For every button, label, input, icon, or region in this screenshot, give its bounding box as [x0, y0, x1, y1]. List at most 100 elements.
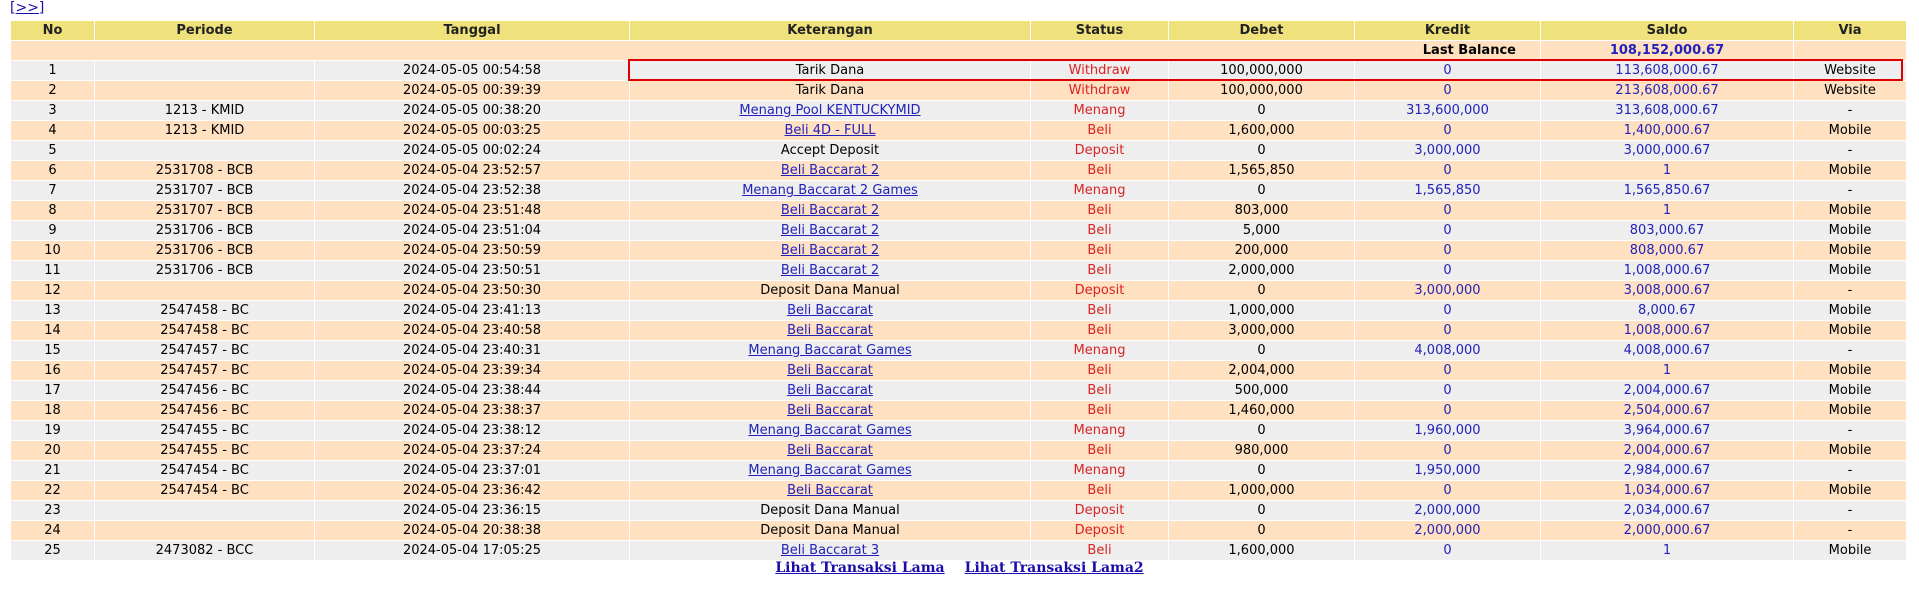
saldo-cell: 1,034,000.67 [1540, 480, 1794, 501]
saldo-cell: 1 [1540, 540, 1794, 561]
tanggal-cell: 2024-05-04 20:38:38 [314, 520, 630, 541]
saldo-cell: 313,608,000.67 [1540, 100, 1794, 121]
saldo-cell: 808,000.67 [1540, 240, 1794, 261]
kredit-cell: 0 [1354, 60, 1541, 81]
periode-cell: 2531706 - BCB [94, 260, 315, 281]
table-row: 9 2531706 - BCB 2024-05-04 23:51:04 Beli Ba… [10, 220, 1907, 241]
table-body: Last Balance 108,152,000.67 1 2024-05-05 … [10, 40, 1907, 561]
keterangan-link[interactable]: Menang Pool KENTUCKYMID [739, 103, 921, 118]
debet-cell: 500,000 [1168, 380, 1355, 401]
kredit-cell: 0 [1354, 300, 1541, 321]
periode-cell [94, 140, 315, 161]
via-cell: Mobile [1793, 440, 1907, 461]
table-row: 10 2531706 - BCB 2024-05-04 23:50:59 Beli B… [10, 240, 1907, 261]
table-row: 12 2024-05-04 23:50:30 Deposit Dana Manual… [10, 280, 1907, 301]
periode-cell: 2547458 - BC [94, 320, 315, 341]
via-cell: Mobile [1793, 300, 1907, 321]
footer: Lihat Transaksi Lama Lihat Transaksi Lama… [0, 560, 1919, 576]
tanggal-cell: 2024-05-04 23:37:01 [314, 460, 630, 481]
tanggal-cell: 2024-05-04 23:40:58 [314, 320, 630, 341]
keterangan-cell: Menang Baccarat Games [629, 460, 1031, 481]
table-row: 19 2547455 - BC 2024-05-04 23:38:12 Menang … [10, 420, 1907, 441]
keterangan-link[interactable]: Beli Baccarat [787, 383, 873, 398]
no-cell: 9 [10, 220, 95, 241]
kredit-cell: 3,000,000 [1354, 140, 1541, 161]
keterangan-link[interactable]: Beli Baccarat 2 [780, 243, 880, 258]
keterangan-cell: Menang Baccarat Games [629, 340, 1031, 361]
no-cell: 8 [10, 200, 95, 221]
table-row: 17 2547456 - BC 2024-05-04 23:38:44 Beli Ba… [10, 380, 1907, 401]
periode-cell: 2547456 - BC [94, 380, 315, 401]
keterangan-link[interactable]: Menang Baccarat Games [748, 343, 912, 358]
cell [1793, 40, 1907, 61]
status-cell: Deposit [1030, 500, 1169, 521]
debet-cell: 1,600,000 [1168, 540, 1355, 561]
no-cell: 20 [10, 440, 95, 461]
debet-cell: 5,000 [1168, 220, 1355, 241]
tanggal-cell: 2024-05-04 23:38:44 [314, 380, 630, 401]
no-cell: 21 [10, 460, 95, 481]
keterangan-cell: Deposit Dana Manual [629, 500, 1031, 521]
status-cell: Deposit [1030, 140, 1169, 161]
keterangan-link[interactable]: Menang Baccarat 2 Games [742, 183, 918, 198]
keterangan-link[interactable]: Menang Baccarat Games [748, 423, 912, 438]
via-cell: Mobile [1793, 240, 1907, 261]
kredit-cell: 0 [1354, 200, 1541, 221]
tanggal-cell: 2024-05-04 23:36:15 [314, 500, 630, 521]
status-cell: Beli [1030, 120, 1169, 141]
periode-cell: 2531707 - BCB [94, 200, 315, 221]
periode-cell: 1213 - KMID [94, 100, 315, 121]
nav-link[interactable]: [>>] [10, 0, 45, 16]
table-row: 8 2531707 - BCB 2024-05-04 23:51:48 Beli Ba… [10, 200, 1907, 221]
via-cell: Mobile [1793, 200, 1907, 221]
table-row: 14 2547458 - BC 2024-05-04 23:40:58 Beli Ba… [10, 320, 1907, 341]
table-row: 22 2547454 - BC 2024-05-04 23:36:42 Beli Ba… [10, 480, 1907, 501]
via-cell: - [1793, 420, 1907, 441]
saldo-cell: 2,504,000.67 [1540, 400, 1794, 421]
footer-link[interactable]: Lihat Transaksi Lama [775, 560, 945, 576]
keterangan-link[interactable]: Beli Baccarat [787, 303, 873, 318]
no-cell: 19 [10, 420, 95, 441]
keterangan-link[interactable]: Menang Baccarat Games [748, 463, 912, 478]
periode-cell: 2531707 - BCB [94, 180, 315, 201]
status-cell: Beli [1030, 480, 1169, 501]
no-cell: 25 [10, 540, 95, 561]
periode-cell: 2547455 - BC [94, 440, 315, 461]
table-row: 4 1213 - KMID 2024-05-05 00:03:25 Beli 4D -… [10, 120, 1907, 141]
tanggal-cell: 2024-05-04 23:40:31 [314, 340, 630, 361]
keterangan-link[interactable]: Beli Baccarat 2 [780, 163, 880, 178]
keterangan-link[interactable]: Beli Baccarat 2 [780, 203, 880, 218]
keterangan-link[interactable]: Beli Baccarat [787, 483, 873, 498]
debet-cell: 1,000,000 [1168, 480, 1355, 501]
footer-link[interactable]: Lihat Transaksi Lama2 [964, 560, 1144, 576]
periode-cell: 2473082 - BCC [94, 540, 315, 561]
table-row: 16 2547457 - BC 2024-05-04 23:39:34 Beli Ba… [10, 360, 1907, 381]
via-cell: - [1793, 520, 1907, 541]
table-row: 2 2024-05-05 00:39:39 Tarik Dana Withdraw 10… [10, 80, 1907, 101]
keterangan-link[interactable]: Beli Baccarat [787, 323, 873, 338]
keterangan-cell: Beli Baccarat 3 [629, 540, 1031, 561]
keterangan-link[interactable]: Beli Baccarat [787, 363, 873, 378]
table-row: 20 2547455 - BC 2024-05-04 23:37:24 Beli Ba… [10, 440, 1907, 461]
debet-cell: 0 [1168, 280, 1355, 301]
periode-cell: 2547457 - BC [94, 340, 315, 361]
no-cell: 7 [10, 180, 95, 201]
no-cell: 13 [10, 300, 95, 321]
header-cell: Via [1793, 20, 1907, 41]
keterangan-link[interactable]: Beli 4D - FULL [784, 123, 876, 138]
via-cell: Website [1793, 80, 1907, 101]
saldo-cell: 213,608,000.67 [1540, 80, 1794, 101]
kredit-cell: 0 [1354, 320, 1541, 341]
tanggal-cell: 2024-05-04 23:50:51 [314, 260, 630, 281]
no-cell: 16 [10, 360, 95, 381]
via-cell: Mobile [1793, 120, 1907, 141]
keterangan-link[interactable]: Beli Baccarat [787, 443, 873, 458]
keterangan-cell: Tarik Dana [629, 60, 1031, 81]
keterangan-link[interactable]: Beli Baccarat 2 [780, 223, 880, 238]
table-row: 21 2547454 - BC 2024-05-04 23:37:01 Menang … [10, 460, 1907, 481]
keterangan-link[interactable]: Beli Baccarat [787, 403, 873, 418]
transaction-table: No Periode Tanggal Keterangan Status Debet Kre… [10, 20, 1907, 561]
keterangan-link[interactable]: Beli Baccarat 2 [780, 263, 880, 278]
saldo-cell: 1,008,000.67 [1540, 320, 1794, 341]
keterangan-link[interactable]: Beli Baccarat 3 [780, 543, 880, 558]
